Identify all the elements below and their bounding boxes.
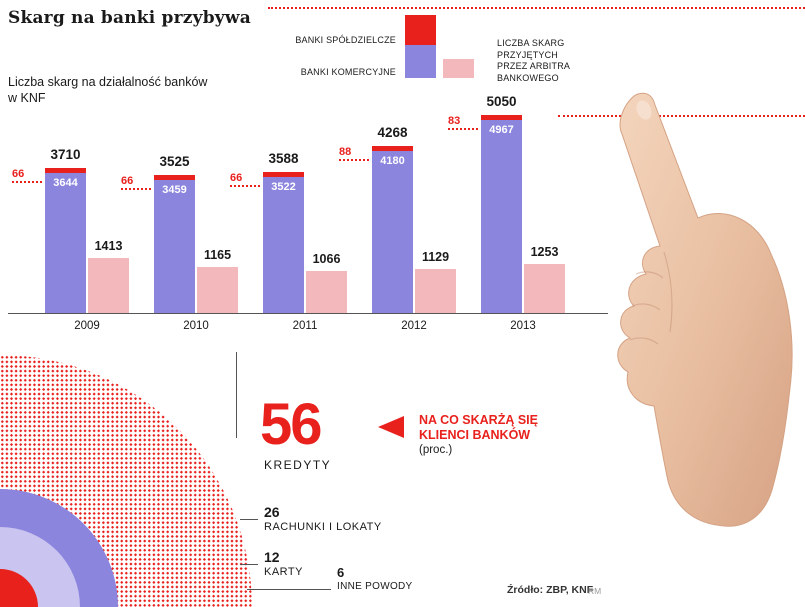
arbiter-value-label: 1165 — [203, 248, 232, 262]
bar-coop-segment — [263, 172, 304, 177]
left-arrow-icon — [378, 416, 404, 438]
bar-chart: 66 3710 3644 1413 66 3525 3459 1165 66 3… — [8, 0, 608, 314]
leader-line-inne — [247, 589, 331, 590]
arbiter-value-label: 1129 — [421, 250, 450, 264]
callout-line2: KLIENCI BANKÓW — [419, 428, 531, 442]
bar-commercial: 4967 — [481, 115, 522, 313]
pie-label-kredyty: KREDYTY — [264, 458, 332, 472]
commercial-value-label: 3459 — [162, 184, 187, 196]
coop-value-label: 83 — [448, 115, 478, 130]
dotted-guide-line-top — [268, 7, 805, 9]
year-label-2012: 2012 — [401, 320, 427, 332]
legend-label-commercial: BANKI KOMERCYJNE — [300, 67, 396, 77]
commercial-value-label: 4180 — [380, 155, 405, 167]
pie-label-rachunki: RACHUNKI I LOKATY — [264, 521, 382, 533]
bar-group-2010: 66 3525 3459 1165 — [121, 0, 238, 313]
leader-line-rachunki — [240, 519, 258, 520]
bar-arbiter — [524, 264, 565, 313]
total-value-label: 3710 — [50, 147, 81, 162]
pie-callout-title: NA CO SKARŻĄ SIĘ KLIENCI BANKÓW — [419, 413, 538, 443]
total-value-label: 4268 — [377, 125, 408, 140]
year-label-2013: 2013 — [510, 320, 536, 332]
bar-group-2012: 88 4268 4180 1129 — [339, 0, 456, 313]
fingernail — [636, 100, 652, 120]
hand-creases — [629, 251, 673, 345]
callout-line1: NA CO SKARŻĄ SIĘ — [419, 413, 538, 427]
page-title: Skarg na banki przybywa — [8, 8, 251, 28]
chart-subtitle: Liczba skarg na działalność banków w KNF — [8, 75, 208, 105]
bar-group-2009: 66 3710 3644 1413 — [12, 0, 129, 313]
pie-value-inne: 6 — [337, 565, 345, 580]
bar-coop-segment — [481, 115, 522, 120]
bar-arbiter — [415, 269, 456, 313]
bar-commercial: 3522 — [263, 172, 304, 313]
hand-silhouette — [617, 92, 793, 527]
coop-value-label: 66 — [12, 168, 42, 183]
commercial-value-label: 3522 — [271, 181, 296, 193]
year-label-2011: 2011 — [292, 320, 318, 332]
legend-label-arbiter: LICZBA SKARG PRZYJĘTYCH PRZEZ ARBITRA BA… — [497, 38, 571, 83]
bar-arbiter — [306, 271, 347, 313]
bar-coop-segment — [372, 146, 413, 151]
pie-value-kredyty: 56 — [260, 392, 322, 457]
legend-swatch-coop — [405, 15, 436, 45]
bar-coop-segment — [154, 175, 195, 180]
leader-line-kredyty — [236, 352, 237, 438]
credit-text: RM — [588, 586, 602, 596]
bar-arbiter — [88, 258, 129, 313]
pie-label-inne: INNE POWODY — [337, 581, 413, 592]
total-value-label: 3525 — [159, 154, 190, 169]
bar-group-2011: 66 3588 3522 1066 — [230, 0, 347, 313]
pointing-hand-image — [617, 92, 793, 527]
legend-swatch-arbiter — [443, 59, 474, 78]
coop-value-label: 66 — [230, 172, 260, 187]
arbiter-value-label: 1413 — [94, 239, 123, 253]
commercial-value-label: 3644 — [53, 177, 78, 189]
bar-group-2013: 83 5050 4967 1253 — [448, 0, 565, 313]
year-label-2009: 2009 — [74, 320, 100, 332]
coop-value-label: 66 — [121, 175, 151, 190]
pie-callout-unit: (proc.) — [419, 444, 453, 456]
bar-commercial: 3459 — [154, 175, 195, 313]
total-value-label: 5050 — [486, 94, 517, 109]
pie-label-karty: KARTY — [264, 566, 303, 578]
leader-line-karty — [240, 564, 258, 565]
total-value-label: 3588 — [268, 151, 299, 166]
bar-arbiter — [197, 267, 238, 313]
arbiter-value-label: 1066 — [312, 252, 341, 266]
pie-value-rachunki: 26 — [264, 504, 280, 520]
source-text: Źródło: ZBP, KNF — [507, 584, 594, 596]
legend-label-coop: BANKI SPÓŁDZIELCZE — [295, 35, 396, 45]
bar-commercial: 4180 — [372, 146, 413, 313]
commercial-value-label: 4967 — [489, 124, 514, 136]
legend-swatch-commercial — [405, 45, 436, 78]
coop-value-label: 88 — [339, 146, 369, 161]
arbiter-value-label: 1253 — [530, 245, 559, 259]
bar-coop-segment — [45, 168, 86, 173]
year-label-2010: 2010 — [183, 320, 209, 332]
pie-value-karty: 12 — [264, 549, 280, 565]
bar-commercial: 3644 — [45, 168, 86, 313]
